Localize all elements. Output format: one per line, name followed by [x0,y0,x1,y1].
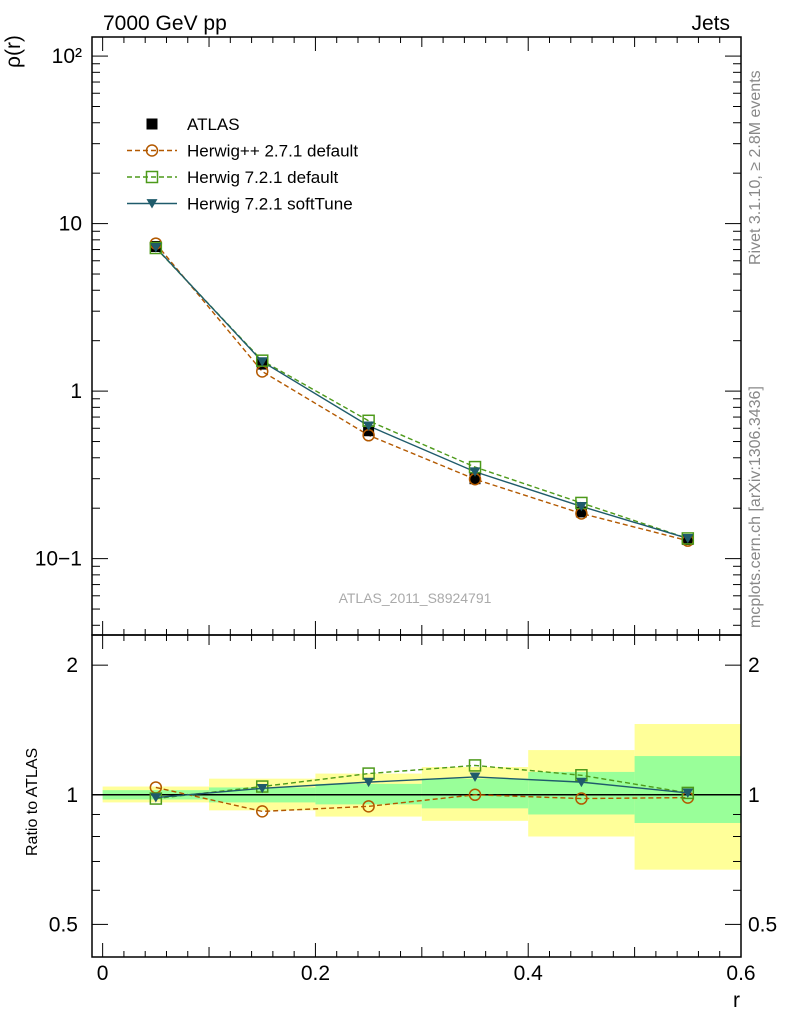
legend-marker [145,170,159,184]
ratio-data-point [468,788,482,802]
data-point [469,473,481,485]
data-point [149,241,163,255]
ratio-data-point [150,793,162,803]
ratio-y-axis-label: Ratio to ATLAS [24,748,41,856]
data-point [256,357,268,367]
legend-label: Herwig++ 2.7.1 default [187,142,358,161]
axis-ticks: 0 0.2 0.4 0.6 10−1 1 10 10² 0.5 0.5 1 1 2 2 [35,37,777,985]
ratio-y-tick-label-right: 1 [748,784,760,807]
data-point [575,502,587,512]
data-point [682,534,694,544]
x-tick-label: 0 [97,962,109,985]
main-y-axis-label: ρ(r) [2,35,25,68]
legend-marker [146,199,158,209]
y-tick-label: 10² [52,45,82,68]
x-axis-label: r [733,989,740,1012]
legend: ATLAS Herwig++ 2.7.1 default Herwig 7.2.1 … [127,115,358,214]
ratio-data-point [682,788,694,798]
main-panel-series [149,237,695,547]
mcplots-reference-label: mcplots.cern.ch [arXiv:1306.3436] [747,386,764,628]
ratio-panel-frame [91,634,742,958]
ratio-data-point [469,772,481,782]
series-line [155,247,689,540]
ratio-data-point [362,800,375,813]
series-line [155,247,689,540]
ratio-y-tick-label: 1 [66,784,78,807]
analysis-watermark: ATLAS_2011_S8924791 [339,590,492,606]
ratio-y-tick-label: 2 [66,654,78,677]
legend-label: Herwig 7.2.1 softTune [187,195,353,214]
y-tick-label: 10−1 [35,548,82,571]
ratio-panel-series [149,759,695,818]
data-point [363,421,375,431]
x-tick-label: 0.4 [514,962,544,985]
legend-label: ATLAS [187,115,240,134]
ratio-y-tick-label: 0.5 [49,913,78,936]
ratio-y-tick-label-right: 2 [748,654,760,677]
rivet-version-label: Rivet 3.1.10, ≥ 2.8M events [747,70,764,265]
data-point [681,532,695,545]
ratio-data-point [256,783,268,794]
ratio-y-tick-label-right: 0.5 [748,913,777,936]
legend-marker [145,144,159,157]
data-point [469,467,481,477]
ratio-series-line [155,776,688,799]
data-point [575,506,587,518]
header-left-label: 7000 GeV pp [103,12,227,35]
legend-label: Herwig 7.2.1 default [187,168,338,187]
ratio-data-point [468,759,482,772]
ratio-data-point [575,792,588,805]
data-point [150,243,162,253]
header-right-label: Jets [691,12,730,35]
y-tick-label: 1 [70,380,82,403]
stat-uncertainty-band [421,778,529,809]
legend-marker [146,118,158,130]
ratio-data-point [255,805,269,818]
ratio-data-point [363,777,375,788]
ratio-data-point [149,792,163,805]
panel-frames [91,36,742,958]
ratio-data-point [575,777,587,788]
y-tick-label: 10 [59,213,82,236]
x-tick-label: 0.6 [726,962,755,985]
ratio-series-line [155,786,688,813]
series-line [155,243,688,542]
x-tick-label: 0.2 [301,962,330,985]
ratio-series-line [155,764,688,800]
